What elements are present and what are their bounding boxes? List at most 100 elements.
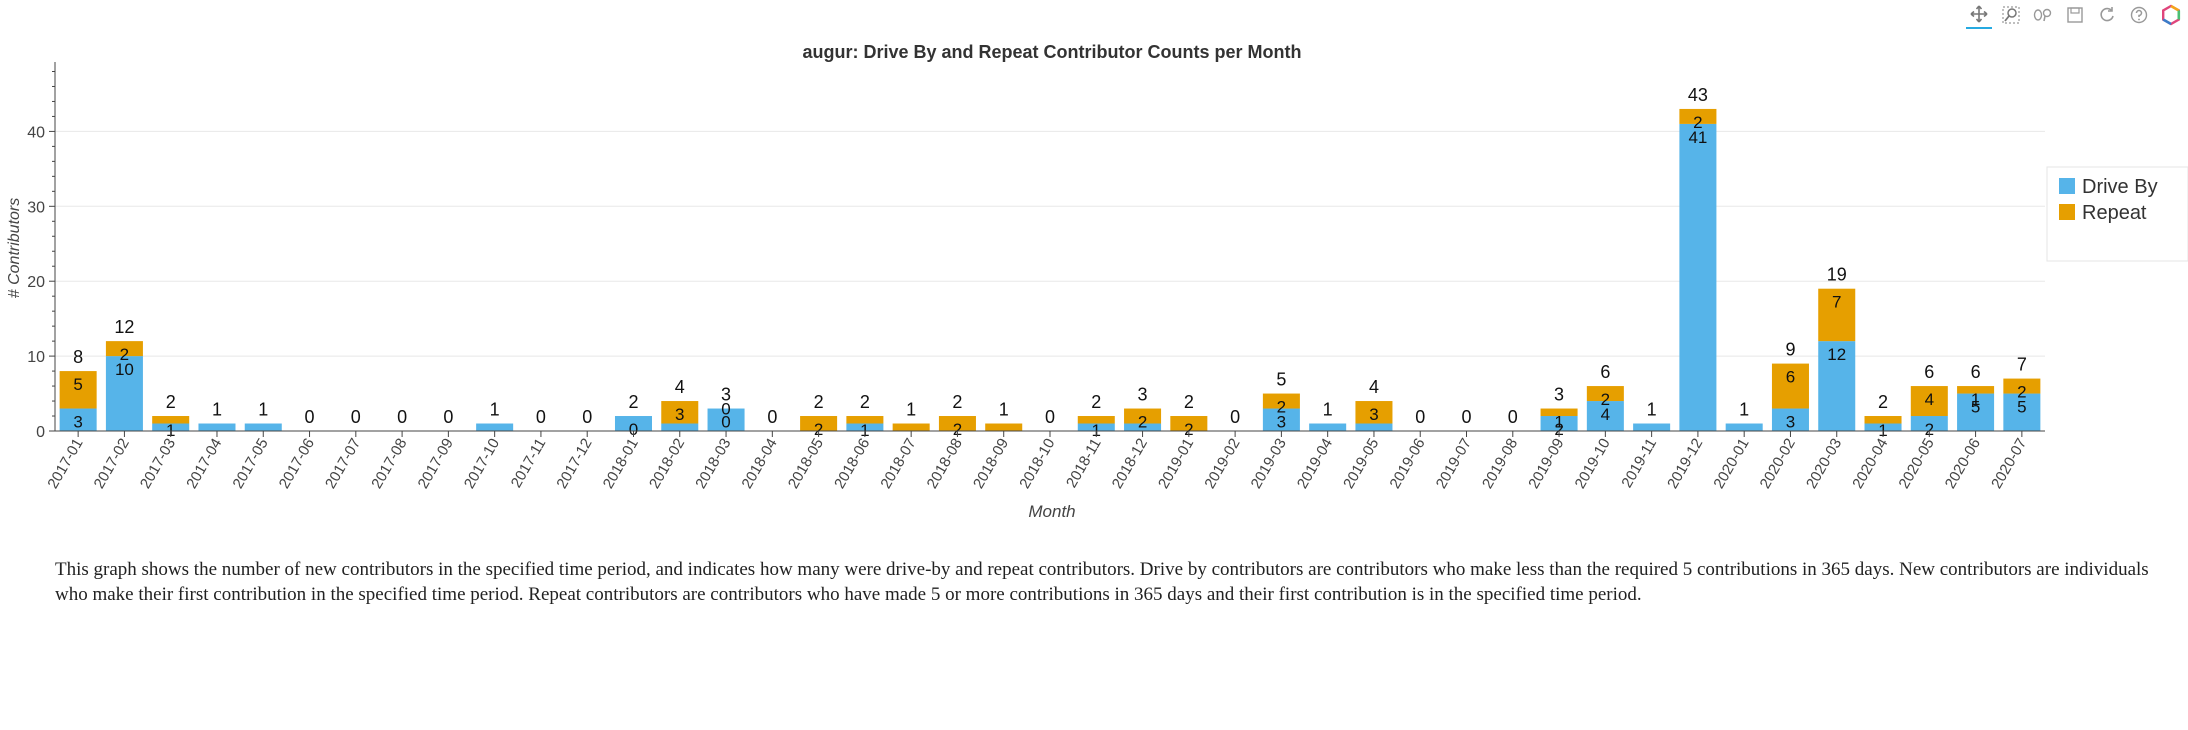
total-label: 0	[351, 407, 361, 427]
bar-repeat	[800, 416, 838, 431]
bokeh-logo[interactable]	[2158, 2, 2184, 28]
bar-repeat	[892, 423, 930, 431]
y-axis-label: # Contributors	[6, 198, 23, 299]
total-label: 1	[906, 400, 916, 420]
x-tick-label: 2018-12	[1109, 436, 1151, 492]
bar-repeat	[152, 416, 190, 424]
repeat-label: 6	[1786, 368, 1795, 387]
bar-drive-by	[614, 416, 652, 431]
x-tick-label: 2018-06	[831, 436, 873, 492]
x-tick-label: 2019-03	[1248, 436, 1290, 492]
box-zoom-icon	[2002, 6, 2020, 24]
total-label: 2	[952, 392, 962, 412]
bar-drive-by	[152, 423, 190, 431]
total-label: 3	[1554, 385, 1564, 405]
x-tick-label: 2018-09	[970, 436, 1012, 492]
total-label: 6	[1924, 362, 1934, 382]
bar-repeat	[1679, 108, 1717, 124]
legend-label-drive-by: Drive By	[2082, 176, 2158, 198]
x-tick-label: 2017-03	[137, 436, 179, 492]
total-label: 0	[1045, 407, 1055, 427]
wheel-zoom-icon	[2033, 8, 2052, 22]
bar-drive-by	[2003, 393, 2041, 431]
total-label: 0	[305, 407, 315, 427]
total-label: 6	[1971, 362, 1981, 382]
bar-drive-by	[244, 423, 282, 431]
save-tool[interactable]	[2062, 2, 2088, 28]
bar-repeat	[661, 401, 699, 424]
bar-repeat	[1586, 386, 1624, 402]
total-label: 0	[1462, 407, 1472, 427]
y-tick-label: 30	[27, 199, 45, 216]
bar-repeat	[1170, 416, 1208, 431]
bokeh-logo-icon	[2162, 4, 2181, 26]
drive-by-label: 12	[1827, 345, 1846, 364]
bar-drive-by	[1864, 423, 1902, 431]
bar-repeat	[1864, 416, 1902, 424]
x-tick-label: 2018-07	[877, 436, 919, 492]
total-label: 1	[999, 400, 1009, 420]
x-tick-label: 2019-09	[1525, 436, 1567, 492]
repeat-label: 2	[120, 345, 129, 364]
help-tool[interactable]	[2126, 2, 2152, 28]
y-tick-label: 40	[27, 124, 45, 141]
drive-by-label: 3	[73, 413, 82, 432]
bar-drive-by	[1586, 401, 1624, 431]
legend: Drive By Repeat	[2046, 166, 2188, 262]
x-tick-label: 2019-01	[1155, 436, 1197, 492]
drive-by-label: 3	[1786, 413, 1795, 432]
bar-drive-by	[846, 423, 884, 431]
bar-repeat	[105, 341, 143, 357]
total-label: 0	[443, 407, 453, 427]
bar-repeat	[1957, 386, 1995, 394]
contributor-chart: augur: Drive By and Repeat Contributor C…	[6, 42, 2188, 521]
bar-drive-by	[661, 423, 699, 431]
bar-repeat	[1077, 416, 1115, 424]
x-tick-label: 2018-01	[600, 436, 642, 492]
bar-drive-by	[105, 356, 143, 431]
x-tick-label: 2017-10	[461, 436, 503, 492]
pan-tool[interactable]	[1966, 1, 1992, 29]
total-label: 7	[2017, 355, 2027, 375]
x-tick-label: 2019-04	[1294, 436, 1336, 492]
bar-repeat	[59, 371, 97, 409]
x-tick-label: 2017-12	[553, 436, 595, 492]
total-label: 0	[1415, 407, 1425, 427]
total-label: 2	[860, 392, 870, 412]
total-label: 19	[1827, 265, 1847, 285]
x-tick-label: 2018-11	[1063, 436, 1105, 491]
x-tick-label: 2020-05	[1896, 436, 1938, 492]
total-label: 8	[73, 347, 83, 367]
total-label: 6	[1600, 362, 1610, 382]
bar-repeat	[938, 416, 976, 431]
reset-icon	[2100, 7, 2114, 22]
bar-drive-by	[59, 408, 97, 431]
repeat-label: 5	[73, 375, 82, 394]
x-tick-label: 2020-03	[1803, 436, 1845, 492]
x-tick-label: 2020-07	[1988, 436, 2030, 492]
total-label: 2	[1184, 392, 1194, 412]
repeat-label: 2	[1138, 413, 1147, 432]
drive-by-label: 2	[814, 420, 823, 439]
x-tick-label: 2018-05	[785, 436, 827, 492]
repeat-label: 1	[1971, 390, 1980, 409]
drive-by-label: 0	[629, 420, 638, 439]
wheel-zoom-tool[interactable]	[2030, 2, 2056, 28]
x-tick-label: 2020-01	[1710, 436, 1752, 492]
bar-repeat	[1355, 401, 1393, 424]
drive-by-label: 3	[1277, 413, 1286, 432]
repeat-label: 0	[721, 400, 730, 419]
bar-repeat	[1771, 363, 1809, 409]
reset-tool[interactable]	[2094, 2, 2120, 28]
x-tick-label: 2018-10	[1016, 436, 1058, 492]
x-tick-label: 2019-11	[1618, 436, 1660, 491]
total-label: 1	[1647, 400, 1657, 420]
legend-swatch-repeat	[2059, 204, 2075, 220]
x-tick-label: 2017-04	[183, 436, 225, 492]
box-zoom-tool[interactable]	[1998, 2, 2024, 28]
bar-repeat	[1124, 408, 1162, 424]
chart-title: augur: Drive By and Repeat Contributor C…	[802, 42, 1301, 62]
repeat-label: 2	[2017, 383, 2026, 402]
x-tick-label: 2019-07	[1433, 436, 1475, 492]
x-tick-label: 2017-08	[368, 436, 410, 492]
